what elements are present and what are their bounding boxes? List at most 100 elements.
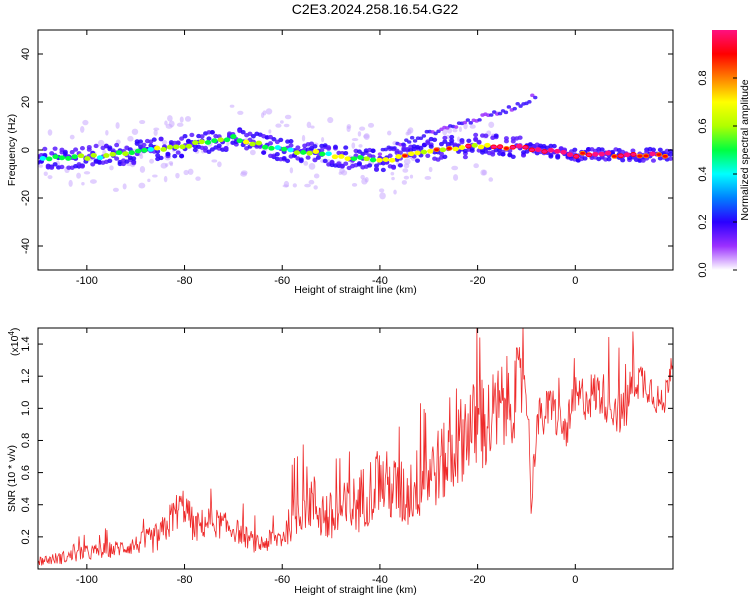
heatmap-cell [109, 151, 116, 157]
heatmap-cell [383, 147, 388, 152]
x-tick-label: 0 [572, 574, 578, 586]
heatmap-cell [185, 143, 193, 149]
heatmap-cell [62, 149, 68, 155]
heatmap-cell [168, 120, 175, 128]
heatmap-cell [303, 161, 309, 166]
heatmap-cell [466, 138, 472, 144]
heatmap-cell [237, 110, 244, 115]
heatmap-cell [387, 153, 393, 158]
heatmap-cell [306, 121, 312, 129]
heatmap-cell [572, 147, 578, 152]
heatmap-cell [153, 145, 161, 151]
heatmap-cell [512, 106, 517, 111]
heatmap-cell [480, 169, 487, 176]
heatmap-cell [339, 164, 345, 169]
heatmap-cell [247, 131, 253, 137]
heatmap-cell [199, 134, 205, 139]
heatmap-cell [319, 151, 326, 157]
heatmap-cell [442, 128, 448, 136]
heatmap-cell [192, 140, 199, 146]
heatmap-cell [471, 142, 478, 148]
heatmap-cell [535, 148, 541, 152]
heatmap-cell [407, 140, 412, 144]
heatmap-cell [510, 154, 516, 159]
heatmap-cell [510, 136, 516, 141]
heatmap-cell [261, 150, 267, 155]
heatmap-cell [650, 158, 656, 163]
heatmap-cell [465, 144, 471, 148]
heatmap-cell [76, 172, 81, 179]
heatmap-cell [331, 154, 339, 160]
heatmap-cell [293, 150, 301, 156]
heatmap-cell [451, 165, 459, 171]
heatmap-cell [521, 153, 527, 158]
heatmap-cell [158, 136, 164, 142]
heatmap-cell [211, 138, 218, 144]
heatmap-cell [493, 133, 499, 138]
heatmap-cell [139, 119, 146, 125]
heatmap-cell [329, 159, 335, 165]
heatmap-cell [370, 148, 376, 153]
heatmap-cell [477, 118, 482, 122]
heatmap-cell [175, 172, 180, 179]
heatmap-cell [510, 145, 516, 149]
heatmap-cell [438, 141, 444, 147]
heatmap-cell [469, 124, 476, 129]
heatmap-cell [278, 137, 284, 143]
heatmap-cell [46, 156, 53, 162]
heatmap-cell [662, 154, 668, 158]
heatmap-cell [268, 141, 274, 146]
heatmap-cell [223, 146, 229, 151]
heatmap-cell [206, 149, 212, 154]
heatmap-cell [112, 187, 119, 192]
heatmap-cell [309, 141, 315, 146]
heatmap-cell [284, 114, 292, 120]
heatmap-cell [139, 154, 144, 159]
heatmap-cell [668, 152, 673, 157]
heatmap-cell [516, 144, 522, 148]
colorbar: 0.0 0.2 0.4 0.6 0.8 Normalized spectral ampli… [697, 30, 750, 278]
heatmap-cell [242, 139, 250, 145]
heatmap-cell [567, 153, 573, 157]
y-tick-label: 20 [20, 96, 32, 108]
heatmap-cell [84, 156, 91, 161]
heatmap-cell [176, 122, 184, 127]
heatmap-cell [271, 137, 277, 142]
heatmap-cell [301, 134, 306, 142]
heatmap-cell [582, 156, 588, 161]
heatmap-cell [542, 150, 547, 153]
heatmap-cell [47, 129, 53, 136]
heatmap-cell [458, 126, 462, 133]
heatmap-cell [350, 156, 358, 162]
heatmap-cell [90, 162, 96, 167]
heatmap-cell [249, 149, 256, 156]
heatmap-cell [599, 147, 605, 152]
heatmap-cell [624, 153, 630, 157]
heatmap-cell [79, 164, 85, 169]
heatmap-cell [306, 150, 313, 156]
heatmap-cell [230, 134, 237, 139]
heatmap-cell [68, 179, 73, 187]
heatmap-cell [491, 145, 497, 149]
heatmap-cell [265, 108, 273, 115]
heatmap-cell [463, 122, 468, 130]
heatmap-cell [82, 119, 89, 126]
spectrogram-heatmap [38, 30, 673, 270]
heatmap-cell [459, 139, 465, 145]
heatmap-cell [527, 100, 532, 104]
y-tick-label: 0 [20, 147, 32, 153]
heatmap-cell [206, 136, 212, 141]
heatmap-cell [332, 144, 338, 150]
y-multiplier-close: ) [9, 328, 21, 332]
heatmap-cell [551, 143, 557, 149]
heatmap-cell [473, 137, 479, 142]
heatmap-cell [428, 144, 434, 149]
heatmap-cell [483, 133, 489, 139]
heatmap-cell [554, 149, 560, 153]
heatmap-cell [618, 154, 624, 158]
y-tick-label: 1.4 [20, 336, 32, 351]
x-tick-label: 0 [572, 275, 578, 287]
heatmap-cell [432, 137, 438, 143]
